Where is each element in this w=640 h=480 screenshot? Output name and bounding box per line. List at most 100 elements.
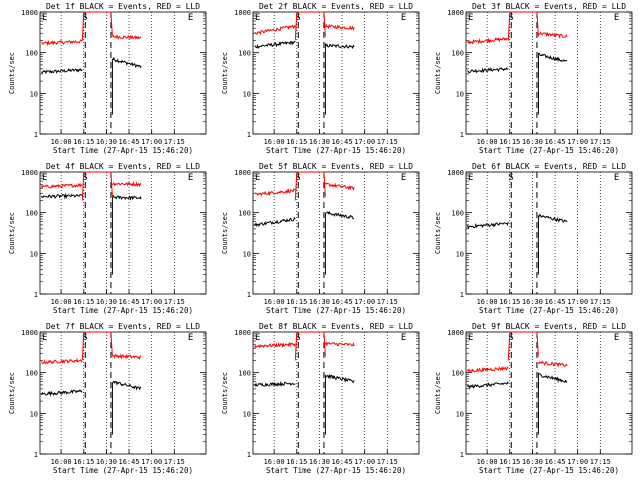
plot-frame bbox=[465, 331, 633, 455]
y-tick-label: 1000 bbox=[234, 169, 251, 177]
lld-rate-line bbox=[254, 341, 296, 349]
events-rate-line bbox=[537, 52, 568, 115]
detector-panel: Det 7f BLACK = Events, RED = LLD 1 10 100 10… bbox=[8, 322, 207, 475]
marker-label-s: S bbox=[295, 173, 300, 183]
marker-label-s: S bbox=[82, 13, 87, 23]
marker-label-s: S bbox=[295, 333, 300, 343]
lld-rate-line bbox=[41, 182, 83, 190]
y-tick-label: 10 bbox=[243, 250, 251, 258]
x-tick-label: 16:45 bbox=[331, 298, 352, 306]
x-tick-label: 17:15 bbox=[377, 458, 398, 466]
panel-title: Det 5f BLACK = Events, RED = LLD bbox=[259, 162, 413, 171]
marker-label-s: S bbox=[82, 333, 87, 343]
lld-rate-line bbox=[112, 353, 142, 361]
x-tick-label: 17:15 bbox=[377, 138, 398, 146]
events-rate-line bbox=[111, 380, 142, 435]
events-rate-line bbox=[467, 67, 509, 74]
events-rate-line bbox=[324, 210, 355, 275]
x-tick-label: 16:30 bbox=[522, 298, 543, 306]
lld-rate-line bbox=[81, 11, 113, 41]
lld-rate-line bbox=[41, 357, 83, 365]
lld-rate-line bbox=[112, 34, 142, 40]
detector-panel: Det 9f BLACK = Events, RED = LLD 1 10 100 10… bbox=[434, 322, 633, 475]
lld-rate-line bbox=[507, 11, 539, 41]
x-tick-label: 17:15 bbox=[164, 458, 185, 466]
y-tick-label: 1 bbox=[460, 291, 464, 299]
x-tick-label: 16:15 bbox=[499, 298, 520, 306]
plot-frame bbox=[39, 331, 207, 455]
panel-title: Det 8f BLACK = Events, RED = LLD bbox=[259, 322, 413, 331]
x-tick-label: 17:00 bbox=[567, 298, 588, 306]
y-tick-label: 1000 bbox=[447, 329, 464, 337]
panel-title: Det 6f BLACK = Events, RED = LLD bbox=[472, 162, 626, 171]
y-axis-label: Counts/sec bbox=[434, 212, 442, 254]
y-tick-label: 100 bbox=[451, 50, 464, 58]
x-tick-label: 16:30 bbox=[522, 458, 543, 466]
x-tick-label: 16:45 bbox=[544, 458, 565, 466]
y-axis-label: Counts/sec bbox=[8, 372, 16, 414]
events-rate-line bbox=[537, 213, 568, 275]
x-tick-label: 16:00 bbox=[264, 298, 285, 306]
x-tick-label: 17:15 bbox=[377, 298, 398, 306]
lld-rate-line bbox=[81, 331, 113, 361]
y-axis-label: Counts/sec bbox=[434, 52, 442, 94]
y-tick-label: 1000 bbox=[234, 329, 251, 337]
events-rate-line bbox=[467, 381, 509, 390]
events-rate-line bbox=[254, 216, 296, 228]
y-tick-label: 1 bbox=[34, 291, 38, 299]
y-tick-label: 100 bbox=[238, 210, 251, 218]
panel-title: Det 3f BLACK = Events, RED = LLD bbox=[472, 2, 626, 11]
y-tick-label: 1000 bbox=[21, 9, 38, 17]
lld-rate-line bbox=[467, 37, 509, 45]
detector-panel: Det 3f BLACK = Events, RED = LLD 1 10 100 10… bbox=[434, 2, 633, 155]
marker-label-e-end: E bbox=[614, 173, 619, 183]
y-tick-label: 10 bbox=[30, 90, 38, 98]
x-tick-label: 16:00 bbox=[477, 298, 498, 306]
marker-label-e-end: E bbox=[188, 333, 193, 343]
detector-panel: Det 8f BLACK = Events, RED = LLD 1 10 100 10… bbox=[221, 322, 420, 475]
lld-rate-line bbox=[254, 24, 296, 35]
y-tick-label: 1000 bbox=[21, 329, 38, 337]
x-tick-label: 17:15 bbox=[164, 138, 185, 146]
y-axis-label: Counts/sec bbox=[8, 52, 16, 94]
plot-frame bbox=[39, 171, 207, 295]
x-axis-label: Start Time (27-Apr-15 15:46:20) bbox=[266, 306, 406, 315]
lld-rate-line bbox=[467, 365, 509, 373]
plot-frame bbox=[252, 171, 420, 295]
y-axis-label: Counts/sec bbox=[221, 372, 229, 414]
x-tick-label: 17:00 bbox=[567, 138, 588, 146]
lld-rate-line bbox=[324, 341, 355, 347]
x-tick-label: 16:15 bbox=[499, 138, 520, 146]
x-axis-label: Start Time (27-Apr-15 15:46:20) bbox=[53, 306, 193, 315]
y-tick-label: 100 bbox=[25, 370, 38, 378]
y-tick-label: 1 bbox=[34, 451, 38, 459]
y-tick-label: 100 bbox=[451, 370, 464, 378]
marker-label-e-end: E bbox=[188, 173, 193, 183]
x-axis-label: Start Time (27-Apr-15 15:46:20) bbox=[479, 306, 619, 315]
marker-label-e-start: E bbox=[468, 13, 473, 23]
x-tick-label: 16:30 bbox=[309, 138, 330, 146]
x-tick-label: 16:45 bbox=[331, 138, 352, 146]
lld-rate-line bbox=[294, 11, 326, 41]
y-tick-label: 100 bbox=[451, 210, 464, 218]
events-rate-line bbox=[254, 40, 296, 49]
detector-panel: Det 1f BLACK = Events, RED = LLD 1 10 100 10… bbox=[8, 2, 207, 155]
y-tick-label: 10 bbox=[243, 410, 251, 418]
detector-panel: Det 4f BLACK = Events, RED = LLD 1 10 100 10… bbox=[8, 162, 207, 315]
y-axis-label: Counts/sec bbox=[434, 372, 442, 414]
x-tick-label: 16:00 bbox=[477, 138, 498, 146]
y-tick-label: 10 bbox=[243, 90, 251, 98]
x-tick-label: 17:00 bbox=[141, 298, 162, 306]
events-rate-line bbox=[41, 192, 83, 200]
x-tick-label: 16:45 bbox=[118, 458, 139, 466]
lld-rate-line bbox=[324, 23, 355, 32]
y-axis-label: Counts/sec bbox=[8, 212, 16, 254]
lld-rate-line bbox=[294, 171, 326, 201]
x-tick-label: 16:15 bbox=[73, 138, 94, 146]
panel-title: Det 2f BLACK = Events, RED = LLD bbox=[259, 2, 413, 11]
x-axis-label: Start Time (27-Apr-15 15:46:20) bbox=[266, 146, 406, 155]
panel-title: Det 7f BLACK = Events, RED = LLD bbox=[46, 322, 200, 331]
y-tick-label: 1000 bbox=[21, 169, 38, 177]
plot-frame bbox=[252, 331, 420, 455]
events-rate-line bbox=[111, 194, 142, 275]
